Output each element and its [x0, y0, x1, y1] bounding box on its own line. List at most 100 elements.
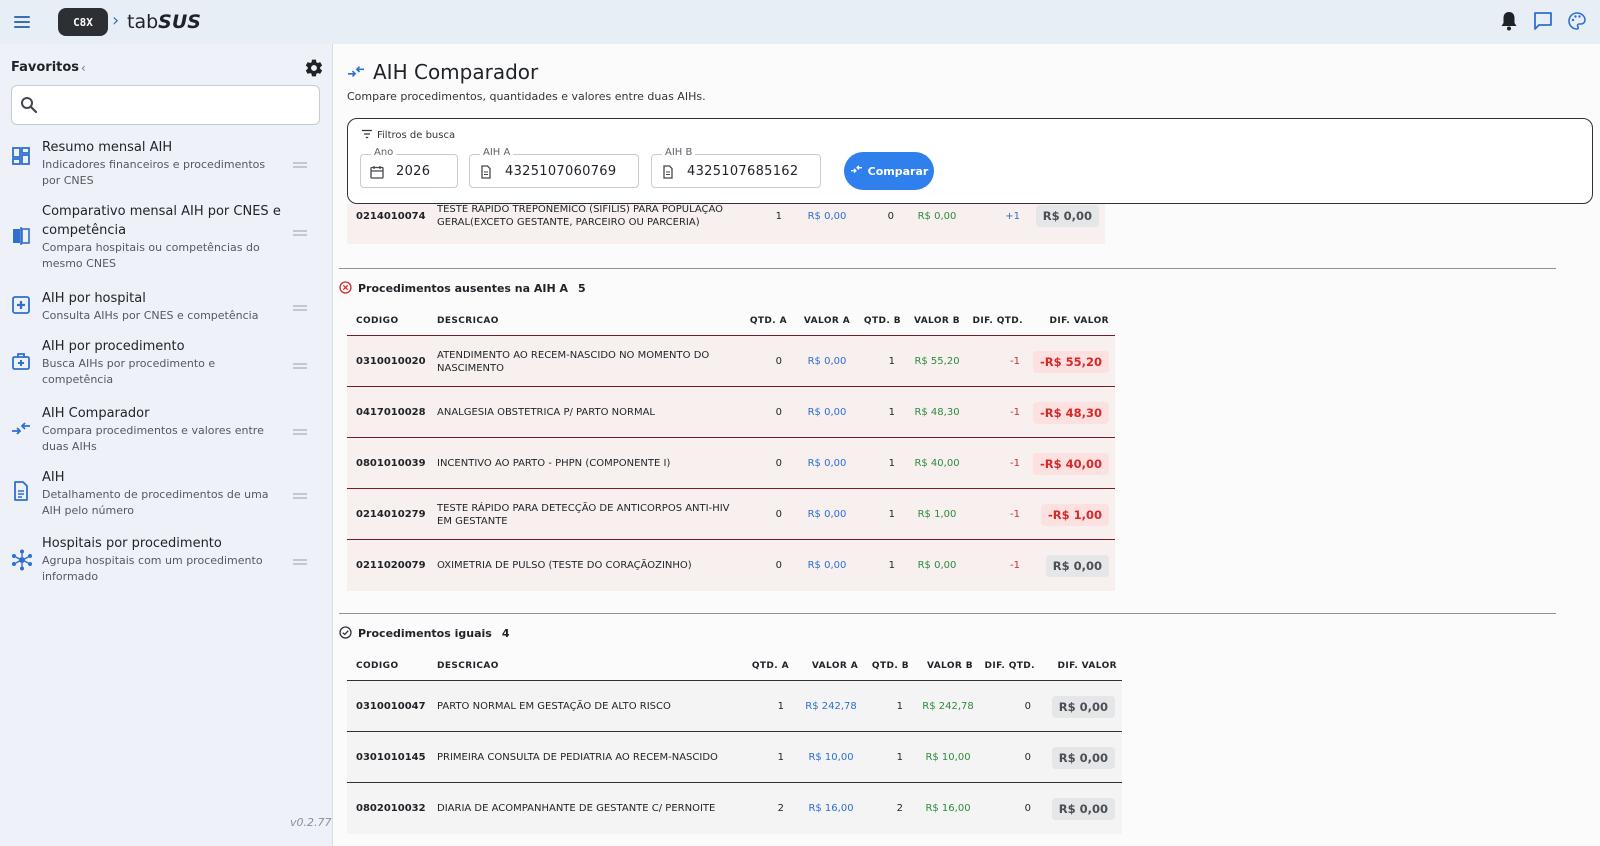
comparison-results[interactable]: 0214010074 TESTE RAPIDO TREPONEMICO (SIF… — [333, 204, 1600, 846]
aih-a-field[interactable]: AIH A 4325107060769 — [469, 147, 639, 188]
document-icon — [11, 481, 33, 503]
sidebar-item-desc: Consulta AIHs por CNES e competência — [42, 309, 259, 322]
cell-qtd-b: 1 — [896, 752, 903, 763]
cell-dif-valor: -R$ 55,20 — [1025, 336, 1109, 387]
cell-description: PRIMEIRA CONSULTA DE PEDIATRIA AO RECEM-… — [437, 752, 718, 763]
year-label: Ano — [371, 147, 397, 159]
table-row[interactable]: 0214010279 TESTE RÁPIDO PARA DETECÇÃO DE… — [347, 489, 1115, 540]
cell-qtd-b: 1 — [888, 458, 895, 469]
table-row[interactable]: 0417010028 ANALGESIA OBSTETRICA P/ PARTO… — [347, 387, 1115, 438]
cell-qtd-a: 0 — [775, 458, 782, 469]
cell-code: 0211020079 — [356, 560, 426, 571]
header-qtd-a: QTD. A — [751, 660, 789, 671]
header-code: CODIGO — [356, 660, 399, 671]
table-row[interactable]: 0301010145 PRIMEIRA CONSULTA DE PEDIATRI… — [347, 732, 1122, 783]
section-absent-title: Procedimentos ausentes na AIH A 5 — [339, 281, 586, 297]
drag-handle-icon[interactable] — [293, 429, 307, 437]
cell-description: DIARIA DE ACOMPANHANTE DE GESTANTE C/ PE… — [437, 803, 716, 814]
header-qtd-b: QTD. B — [863, 315, 901, 326]
cell-dif-valor: R$ 0,00 — [1037, 681, 1115, 732]
cell-valor-b: R$ 1,00 — [917, 509, 957, 520]
cell-dif-valor: R$ 0,00 — [1025, 204, 1099, 244]
drag-handle-icon[interactable] — [293, 305, 307, 313]
sidebar: Favoritos ‹ Resumo mensal AIH Indicadore… — [0, 44, 333, 846]
search-input[interactable] — [44, 92, 312, 118]
header-valor-a: VALOR A — [803, 315, 851, 326]
table-row[interactable]: 0310010020 ATENDIMENTO AO RECEM-NASCIDO … — [347, 336, 1115, 387]
cell-valor-b: R$ 10,00 — [925, 752, 971, 763]
cell-qtd-b: 0 — [887, 210, 894, 222]
table-row[interactable]: 0802010032 DIARIA DE ACOMPANHANTE DE GES… — [347, 783, 1122, 834]
header-code: CODIGO — [356, 315, 399, 326]
section-equal-title-text: Procedimentos iguais — [358, 627, 492, 640]
check-circle-icon — [339, 626, 352, 639]
header-valor-b: VALOR B — [913, 315, 961, 326]
table-row[interactable]: 0310010047 PARTO NORMAL EM GESTAÇÃO DE A… — [347, 681, 1122, 732]
table-header: CODIGO DESCRICAO QTD. A VALOR A QTD. B V… — [347, 651, 1122, 681]
sidebar-item-aih-por-procedimento[interactable]: AIH por procedimento Busca AIHs por proc… — [0, 337, 333, 403]
logo-badge[interactable]: C8X — [58, 8, 108, 36]
cell-code: 0214010074 — [356, 210, 426, 222]
palette-icon[interactable] — [1566, 10, 1588, 32]
drag-handle-icon[interactable] — [293, 493, 307, 501]
sidebar-item-desc: Detalhamento de procedimentos de uma AIH… — [42, 488, 269, 517]
sidebar-item-aih[interactable]: AIH Detalhamento de procedimentos de uma… — [0, 467, 333, 533]
sidebar-item-comparativo-mensal[interactable]: Comparativo mensal AIH por CNES e compet… — [0, 202, 333, 289]
filters-heading-text: Filtros de busca — [377, 130, 456, 141]
calendar-icon — [370, 164, 384, 179]
error-circle-icon — [339, 281, 352, 294]
cell-code: 0417010028 — [356, 407, 426, 418]
drag-handle-icon[interactable] — [293, 363, 307, 371]
cell-code: 0801010039 — [356, 458, 426, 469]
drag-handle-icon[interactable] — [293, 559, 307, 567]
aih-a-value[interactable]: 4325107060769 — [505, 164, 617, 179]
chevron-right-icon: › — [112, 10, 120, 31]
bell-icon[interactable] — [1498, 10, 1520, 32]
cell-qtd-a: 0 — [775, 560, 782, 571]
gear-icon[interactable] — [304, 58, 324, 78]
aih-b-value[interactable]: 4325107685162 — [687, 164, 799, 179]
cell-dif-qtd: -1 — [1010, 356, 1020, 367]
table-row[interactable]: 0211020079 OXIMETRIA DE PULSO (TESTE DO … — [347, 540, 1115, 591]
sidebar-item-desc: Indicadores financeiros e procedimentos … — [42, 158, 266, 187]
page-title: AIH Comparador — [373, 60, 539, 84]
cell-dif-valor: -R$ 48,30 — [1025, 387, 1109, 438]
sidebar-item-hospitais-por-procedimento[interactable]: Hospitais por procedimento Agrupa hospit… — [0, 533, 333, 599]
year-field[interactable]: Ano 2026 — [360, 147, 458, 188]
favorites-search — [11, 85, 320, 125]
header-dif-qtd: DIF. QTD. — [972, 315, 1023, 326]
favorites-list: Resumo mensal AIH Indicadores financeiro… — [0, 136, 333, 599]
cell-dif-qtd: 0 — [1024, 803, 1031, 814]
cell-dif-qtd: 0 — [1024, 752, 1031, 763]
header-qtd-a: QTD. A — [749, 315, 787, 326]
year-value[interactable]: 2026 — [396, 164, 431, 179]
drag-handle-icon[interactable] — [293, 162, 307, 170]
cell-dif-valor: R$ 0,00 — [1037, 783, 1115, 834]
cell-code: 0301010145 — [356, 752, 426, 763]
header-valor-b: VALOR B — [926, 660, 974, 671]
drag-handle-icon[interactable] — [293, 230, 307, 238]
menu-icon[interactable] — [12, 12, 32, 32]
page-subtitle: Compare procedimentos, quantidades e val… — [347, 90, 706, 103]
diff-value-badge: R$ 0,00 — [1051, 695, 1115, 718]
cell-dif-qtd: 0 — [1024, 701, 1031, 712]
header-desc: DESCRICAO — [437, 660, 499, 671]
cell-valor-b: R$ 0,00 — [917, 560, 957, 571]
table-row[interactable]: 0801010039 INCENTIVO AO PARTO - PHPN (CO… — [347, 438, 1115, 489]
compare-button[interactable]: Comparar — [844, 152, 934, 190]
cell-valor-a: R$ 0,00 — [807, 356, 847, 367]
sidebar-item-aih-comparador[interactable]: AIH Comparador Compara procedimentos e v… — [0, 403, 333, 467]
main-content: AIH Comparador Compare procedimentos, qu… — [333, 44, 1600, 846]
diff-value-badge: R$ 0,00 — [1035, 205, 1099, 227]
app-logo-text[interactable]: tabSUS — [127, 10, 201, 34]
sidebar-item-aih-por-hospital[interactable]: AIH por hospital Consulta AIHs por CNES … — [0, 289, 333, 337]
collapse-favorites-button[interactable]: ‹ — [81, 61, 86, 75]
section-divider — [339, 613, 1556, 614]
chat-icon[interactable] — [1532, 10, 1554, 32]
hospital-icon — [11, 295, 33, 317]
logo-brand: SUS — [158, 11, 201, 33]
sidebar-item-resumo-mensal-aih[interactable]: Resumo mensal AIH Indicadores financeiro… — [0, 136, 333, 202]
cell-valor-b: R$ 40,00 — [914, 458, 960, 469]
cell-qtd-b: 1 — [896, 701, 903, 712]
aih-b-field[interactable]: AIH B 4325107685162 — [651, 147, 821, 188]
